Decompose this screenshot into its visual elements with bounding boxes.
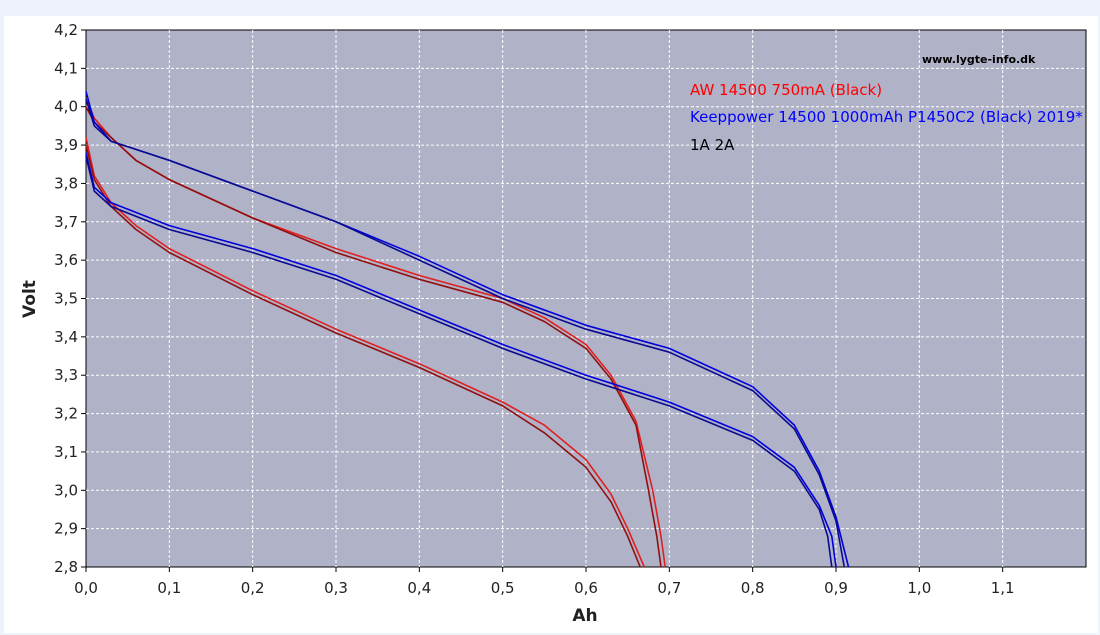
x-tick-label: 0,5: [491, 579, 515, 597]
x-tick-label: 0,7: [657, 579, 681, 597]
series-line-1: [85, 106, 662, 568]
x-tick-label: 0,2: [241, 579, 265, 597]
y-tick-label: 4,0: [54, 98, 78, 116]
x-axis-label: Ah: [572, 606, 597, 626]
legend-entry-aw: AW 14500 750mA (Black): [690, 81, 882, 99]
watermark: www.lygte-info.dk: [922, 53, 1036, 66]
y-axis-label: Volt: [20, 280, 40, 318]
y-tick-label: 3,5: [54, 290, 78, 308]
x-tick-label: 1,1: [991, 579, 1015, 597]
x-tick-label: 0,8: [741, 579, 765, 597]
x-tick-label: 1,0: [907, 579, 931, 597]
y-tick-label: 3,8: [54, 174, 78, 192]
y-tick-label: 3,3: [54, 366, 78, 384]
x-tick-label: 0,4: [407, 579, 431, 597]
y-tick-label: 2,9: [54, 520, 78, 538]
axis-ticks: 0,0 0,1 0,2 0,3 0,4 0,5 0,6 0,7 0,8 0,9 1,0 1,1 2,8 2…: [54, 21, 1014, 597]
series-line-6: [85, 152, 837, 568]
x-tick-label: 0,1: [157, 579, 181, 597]
series-line-7: [85, 156, 833, 568]
y-tick-label: 4,1: [54, 59, 78, 77]
legend-entry-keeppower: Keeppower 14500 1000mAh P1450C2 (Black) …: [690, 108, 1083, 126]
series-group: [85, 91, 850, 568]
discharge-chart: 0,0 0,1 0,2 0,3 0,4 0,5 0,6 0,7 0,8 0,9 1,0 1,1 2,8 2…: [20, 21, 1087, 626]
y-tick-label: 3,0: [54, 481, 78, 499]
legend-entry-currents: 1A 2A: [690, 136, 735, 154]
series-line-3: [85, 144, 641, 568]
y-tick-label: 3,2: [54, 405, 78, 423]
y-tick-label: 3,7: [54, 213, 78, 231]
x-tick-label: 0,0: [74, 579, 98, 597]
y-tick-label: 3,6: [54, 251, 78, 269]
y-tick-label: 2,8: [54, 558, 78, 576]
chart-frame: 0,0 0,1 0,2 0,3 0,4 0,5 0,6 0,7 0,8 0,9 1,0 1,1 2,8 2…: [4, 16, 1098, 633]
x-tick-label: 0,6: [574, 579, 598, 597]
x-tick-label: 0,3: [324, 579, 348, 597]
y-tick-label: 3,9: [54, 136, 78, 154]
y-tick-label: 4,2: [54, 21, 78, 39]
y-tick-label: 3,1: [54, 443, 78, 461]
y-tick-label: 3,4: [54, 328, 78, 346]
series-line-2: [85, 137, 646, 568]
x-tick-label: 0,9: [824, 579, 848, 597]
series-line-5: [85, 98, 846, 568]
